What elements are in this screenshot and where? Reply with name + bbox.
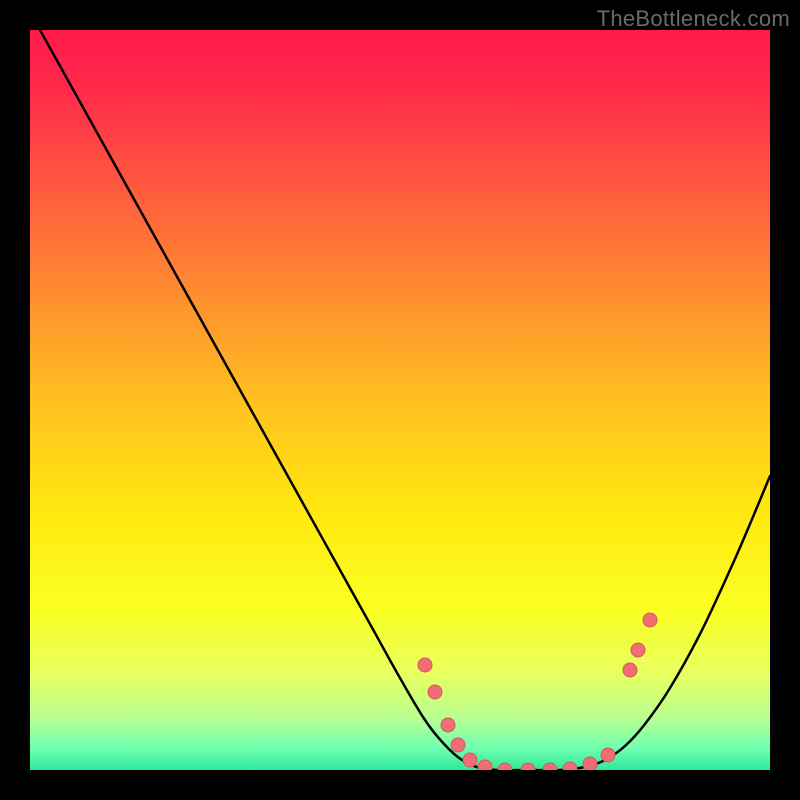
marker-point bbox=[631, 643, 645, 657]
plot-area bbox=[30, 30, 770, 770]
marker-point bbox=[441, 718, 455, 732]
marker-point bbox=[583, 757, 597, 770]
marker-point bbox=[643, 613, 657, 627]
marker-point bbox=[463, 753, 477, 767]
chart-container: TheBottleneck.com bbox=[0, 0, 800, 800]
gradient-background bbox=[30, 30, 770, 770]
marker-point bbox=[478, 760, 492, 770]
marker-point bbox=[601, 748, 615, 762]
plot-svg bbox=[30, 30, 770, 770]
marker-point bbox=[428, 685, 442, 699]
marker-point bbox=[623, 663, 637, 677]
marker-point bbox=[418, 658, 432, 672]
marker-point bbox=[451, 738, 465, 752]
watermark-text: TheBottleneck.com bbox=[597, 6, 790, 32]
